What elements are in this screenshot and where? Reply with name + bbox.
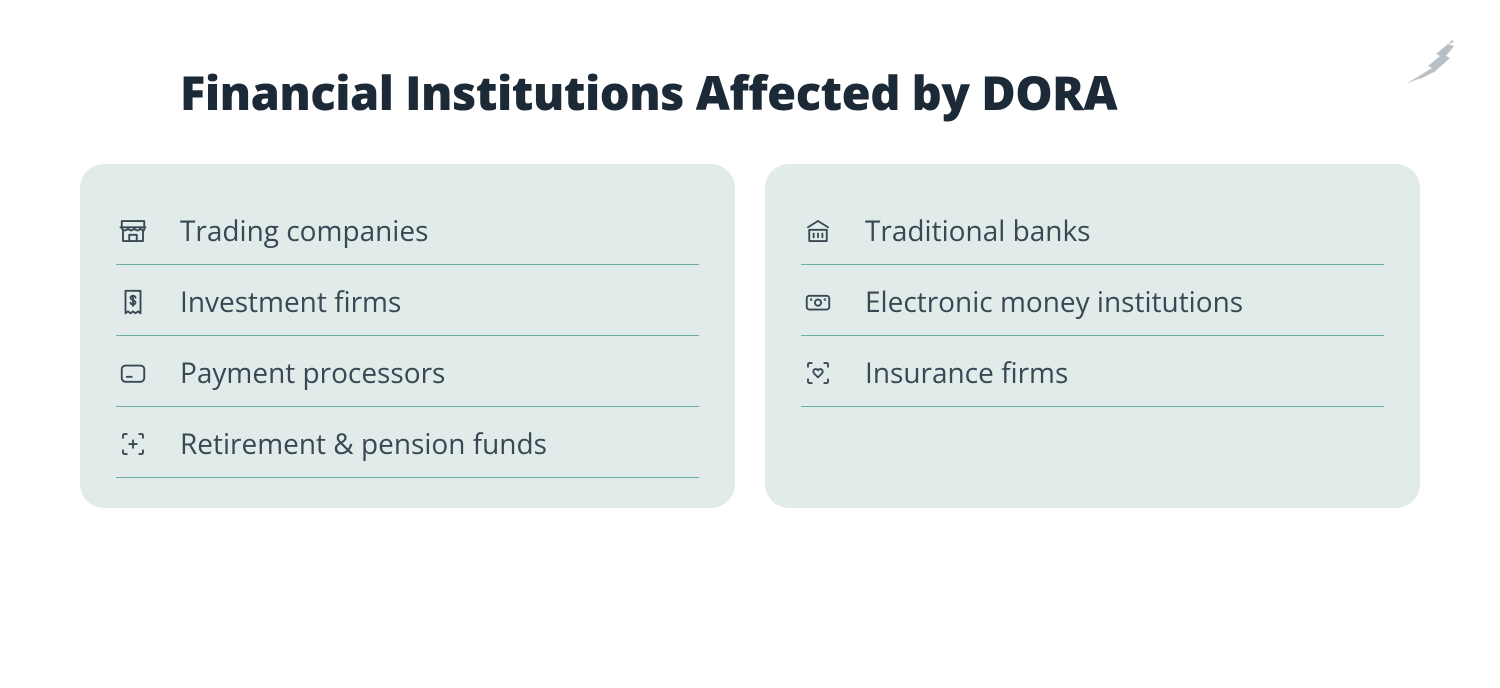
list-item: Payment processors	[116, 336, 699, 407]
bird-logo-icon	[1398, 36, 1458, 96]
list-item: Electronic money institutions	[801, 265, 1384, 336]
page-title: Financial Institutions Affected by DORA	[180, 60, 1420, 124]
list-item: Traditional banks	[801, 194, 1384, 265]
scan-heart-icon	[801, 356, 835, 390]
columns-wrapper: Trading companies Investment firms	[80, 164, 1420, 508]
item-label: Electronic money institutions	[865, 283, 1243, 321]
bank-icon	[801, 214, 835, 248]
list-item: Insurance firms	[801, 336, 1384, 407]
right-card: Traditional banks Electronic money insti…	[765, 164, 1420, 508]
item-label: Retirement & pension funds	[180, 425, 547, 463]
card-icon	[116, 356, 150, 390]
list-item: Investment firms	[116, 265, 699, 336]
receipt-icon	[116, 285, 150, 319]
list-item: Retirement & pension funds	[116, 407, 699, 478]
item-label: Insurance firms	[865, 354, 1068, 392]
camera-icon	[801, 285, 835, 319]
main-container: Financial Institutions Affected by DORA …	[0, 0, 1500, 548]
item-label: Trading companies	[180, 212, 428, 250]
item-label: Payment processors	[180, 354, 445, 392]
item-label: Traditional banks	[865, 212, 1091, 250]
list-item: Trading companies	[116, 194, 699, 265]
storefront-icon	[116, 214, 150, 248]
scan-plus-icon	[116, 427, 150, 461]
item-label: Investment firms	[180, 283, 401, 321]
left-card: Trading companies Investment firms	[80, 164, 735, 508]
